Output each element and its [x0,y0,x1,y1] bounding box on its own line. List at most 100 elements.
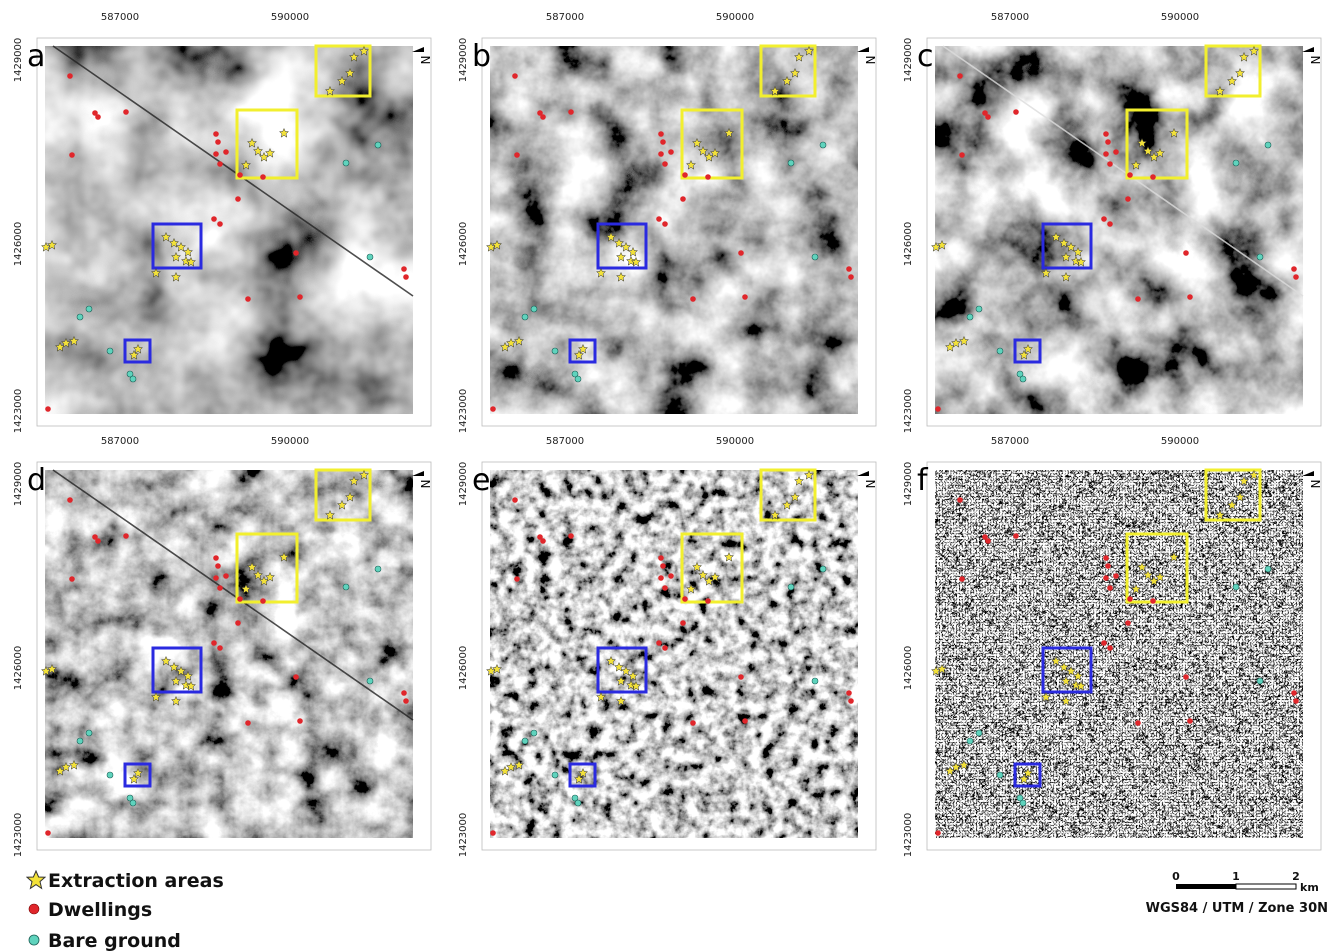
dwelling [1113,573,1119,579]
highlight-box [151,222,203,270]
dwelling [568,533,574,539]
panels: a 587000 590000 1429000 1426000 1423000 N b 5870… [13,12,1322,857]
x-tick-label: 587000 [991,436,1029,447]
dwelling [1150,598,1156,604]
bare-ground [521,313,529,321]
dwelling [660,563,666,569]
dwelling [662,645,668,651]
highlight-box [151,646,203,694]
dwelling [537,534,543,540]
dwelling [237,172,243,178]
dwelling [297,294,303,300]
dwelling [401,690,407,696]
y-tick-label: 1423000 [903,813,914,858]
dwelling [658,575,664,581]
dwelling [123,109,129,115]
north-arrow [857,471,869,476]
dwelling [568,109,574,115]
scale-unit: km [1300,881,1319,894]
bare-ground [996,347,1004,355]
dwelling [985,538,991,544]
dwelling [668,149,674,155]
highlight-box [235,532,299,604]
highlight-box [123,338,152,364]
y-tick-label: 1426000 [458,646,469,691]
legend-label: Extraction areas [48,870,224,892]
dwelling [1135,720,1141,726]
x-tick-label: 590000 [271,436,309,447]
bare-ground [574,375,582,383]
x-tick-label: 590000 [716,436,754,447]
highlight-box [1041,646,1093,694]
north-label: N [1308,56,1322,65]
highlight-box [596,646,648,694]
dwelling [1291,690,1297,696]
dwelling [95,538,101,544]
bare-ground [819,565,827,573]
road [52,45,414,297]
dwelling [1107,221,1113,227]
bare-ground [819,141,827,149]
highlight-box [680,532,744,604]
legend-star [26,870,46,889]
dwelling [848,698,854,704]
dwelling [846,266,852,272]
dwelling [1187,718,1193,724]
x-tick-label: 590000 [271,12,309,23]
highlight-box [1125,532,1189,604]
bare-ground [571,370,579,378]
bare-ground [129,799,137,807]
dwelling [1101,640,1107,646]
road [52,469,414,721]
x-tick-label: 587000 [101,12,139,23]
scale-segment [1235,883,1297,890]
dwelling [514,152,520,158]
north-arrow [1302,47,1314,52]
x-tick-label: 590000 [1161,12,1199,23]
dwelling [1107,161,1113,167]
dwelling [45,830,51,836]
dwelling [1103,575,1109,581]
y-tick-label: 1423000 [458,389,469,434]
raster-image [490,46,858,414]
dwelling [1113,149,1119,155]
crs-label: WGS84 / UTM / Zone 30N [1146,901,1328,916]
legend-label: Dwellings [48,899,152,921]
bare-ground [342,159,350,167]
bare-ground [342,583,350,591]
dwelling [1125,620,1131,626]
dwelling [490,830,496,836]
bare-ground [975,729,983,737]
dwelling [1103,151,1109,157]
dwelling [1127,596,1133,602]
dwelling [213,131,219,137]
dwelling [705,598,711,604]
scale-label: 1 [1232,870,1240,883]
dwelling [982,110,988,116]
bare-ground [1264,141,1272,149]
dwelling [1013,109,1019,115]
panel-label: e [472,463,490,498]
bare-ground [975,305,983,313]
dwelling [223,573,229,579]
scale-label: 2 [1292,870,1300,883]
map-panel: e 587000 590000 1429000 1426000 1423000 N [458,436,877,857]
dwelling [656,640,662,646]
dwelling [67,497,73,503]
highlight-box [759,468,817,522]
north-label: N [863,480,877,489]
dwelling [95,114,101,120]
x-tick-label: 587000 [546,12,584,23]
dwelling [213,575,219,581]
dwelling [213,555,219,561]
x-tick-label: 590000 [1161,436,1199,447]
dwelling [680,620,686,626]
dwelling [297,718,303,724]
x-tick-label: 587000 [101,436,139,447]
north-label: N [863,56,877,65]
bare-ground [1256,677,1264,685]
dwelling [1127,172,1133,178]
bare-ground [85,305,93,313]
dwelling [403,274,409,280]
